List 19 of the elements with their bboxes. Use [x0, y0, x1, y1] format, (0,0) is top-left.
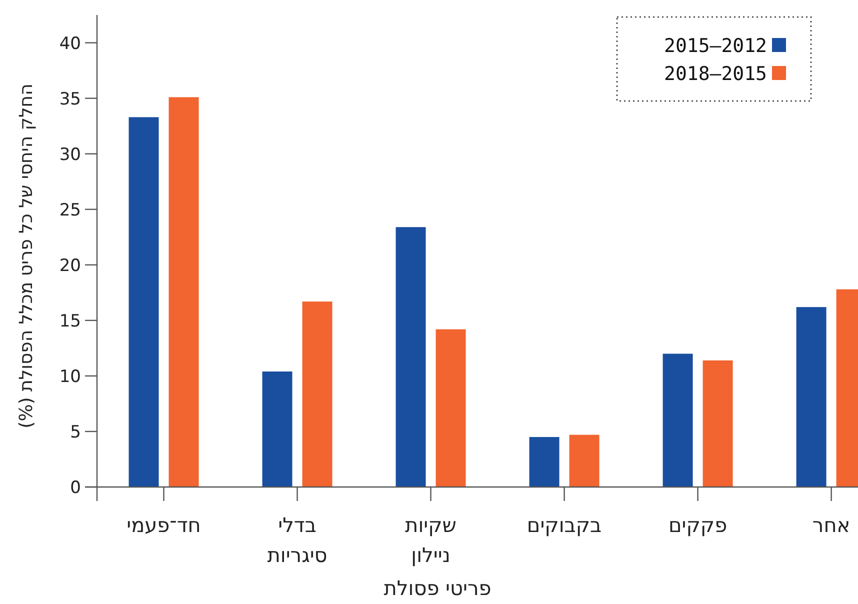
y-tick-label: 30 [59, 144, 81, 165]
x-tick-label: בדלי סיגריות [267, 513, 328, 567]
y-tick-label: 0 [70, 478, 81, 498]
x-tick-label: בקבוקים [526, 513, 602, 537]
x-tick-label: אחר [812, 513, 850, 537]
x-tick-label: שקיות ניילון [405, 513, 456, 567]
legend-label: 2018–2015 [664, 63, 767, 85]
y-tick-label: 35 [59, 89, 81, 110]
x-axis-title: פריטי פסולת [384, 576, 492, 600]
x-tick-label: חד־פעמי [126, 513, 201, 537]
y-tick-label: 25 [59, 200, 81, 220]
y-tick-label: 10 [59, 366, 81, 387]
legend-label: 2015–2012 [664, 35, 767, 57]
y-tick-label: 40 [59, 34, 81, 54]
x-tick-label: פקקים [668, 513, 728, 537]
y-axis-title: החלק היחסי של כל פריט מכלל הפסולת (%) [16, 84, 37, 428]
y-tick-label: 20 [59, 256, 81, 276]
y-tick-label: 5 [70, 422, 81, 442]
y-tick-label: 15 [59, 311, 81, 332]
